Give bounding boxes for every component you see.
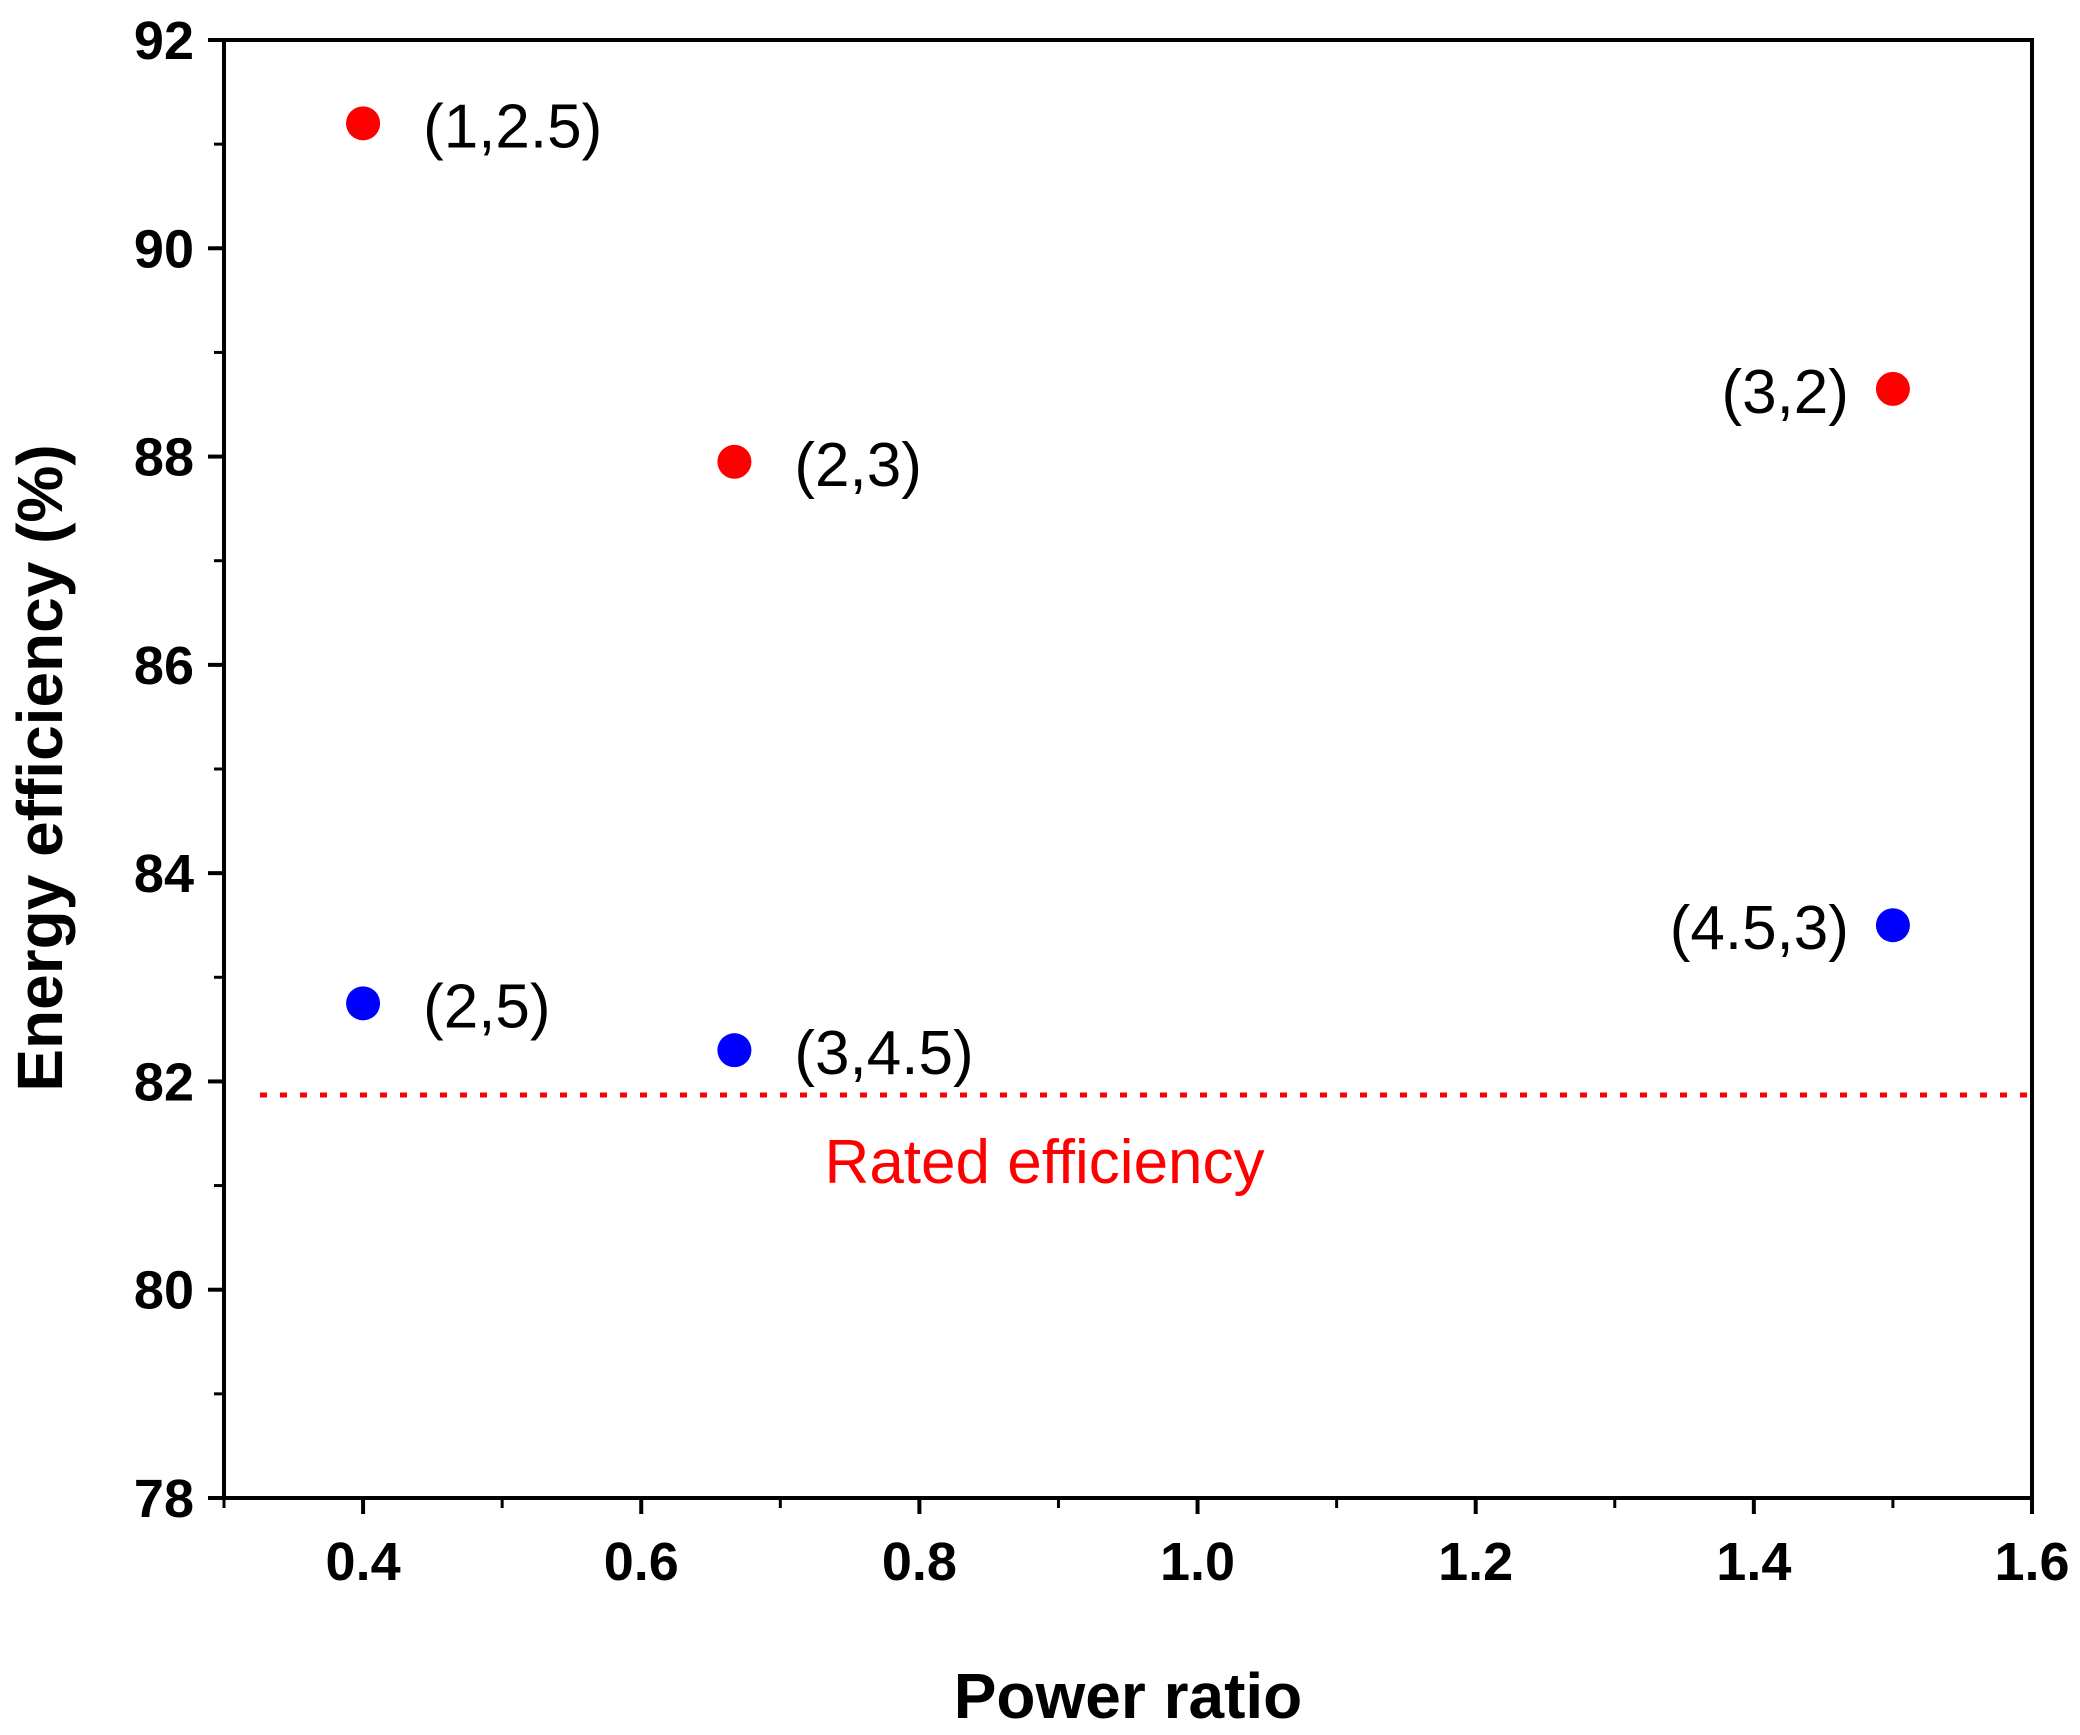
y-tick-label: 90 [134,219,194,279]
point-label: (4.5,3) [1670,894,1849,963]
point-labels: (1,2.5) (2,3) (3,2) (2,5) (3,4.5) (4.5,3) [423,92,1849,1088]
x-tick-label: 1.6 [1994,1532,2069,1592]
axes: 0.4 0.6 0.8 1.0 1.2 1.4 1.6 78 80 82 84 86 88 90 92 [134,11,2070,1592]
y-tick-label: 86 [134,636,194,696]
data-points [346,106,1910,1068]
point-label: (3,2) [1721,358,1848,427]
point-label: (2,3) [794,431,921,500]
data-point [1875,908,1910,943]
y-tick-label: 84 [134,844,194,904]
reference-line-group: Rated efficiency [260,1092,2032,1197]
plot-frame [222,38,2034,1500]
y-axis-title: Energy efficiency (%) [4,444,76,1091]
x-axis-title: Power ratio [954,1660,1303,1732]
x-tick-label: 0.4 [326,1532,401,1592]
data-point [1875,371,1910,406]
y-tick-label: 88 [134,428,194,488]
data-point [346,986,381,1021]
x-tick-label: 1.0 [1160,1532,1235,1592]
y-tick-label: 92 [134,11,194,71]
point-label: (3,4.5) [794,1019,973,1088]
point-label: (2,5) [423,972,550,1041]
point-label: (1,2.5) [423,92,602,161]
y-tick-label: 78 [134,1469,194,1529]
data-point [717,1033,752,1068]
y-tick-label: 82 [134,1052,194,1112]
y-tick-label: 80 [134,1261,194,1321]
x-tick-label: 0.6 [604,1532,679,1592]
data-point [717,444,752,479]
x-tick-label: 1.2 [1438,1532,1513,1592]
x-tick-label: 0.8 [882,1532,957,1592]
x-tick-label: 1.4 [1716,1532,1791,1592]
rated-efficiency-label: Rated efficiency [825,1128,1265,1197]
data-point [346,106,381,141]
